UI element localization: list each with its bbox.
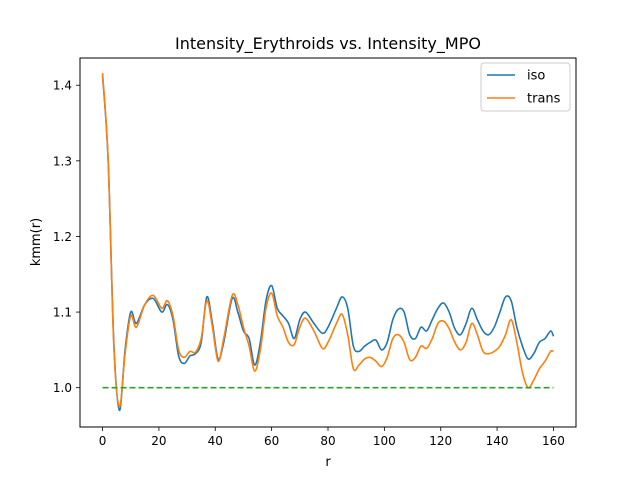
x-tick-label: 0 <box>99 434 107 448</box>
legend-label-trans: trans <box>527 92 561 107</box>
chart-title: Intensity_Erythroids vs. Intensity_MPO <box>175 34 481 54</box>
y-axis-label: kmm(r) <box>29 218 44 266</box>
x-tick-label: 40 <box>208 434 223 448</box>
y-tick-label: 1.3 <box>53 154 72 168</box>
x-tick-label: 140 <box>486 434 509 448</box>
x-tick-label: 60 <box>264 434 279 448</box>
series-line-trans <box>101 73 554 408</box>
legend-label-iso: iso <box>527 69 545 84</box>
x-axis: 0 20 40 60 80 100 120 140 160 <box>99 427 565 448</box>
series-line-iso <box>101 75 555 412</box>
series-layer <box>101 73 555 412</box>
y-tick-label: 1.2 <box>53 230 72 244</box>
y-tick-label: 1.4 <box>53 79 72 93</box>
x-tick-label: 100 <box>373 434 396 448</box>
x-tick-label: 20 <box>151 434 166 448</box>
x-tick-label: 120 <box>429 434 452 448</box>
y-tick-label: 1.0 <box>53 381 72 395</box>
x-tick-label: 160 <box>542 434 565 448</box>
legend: iso trans <box>480 62 571 112</box>
x-axis-label: r <box>325 455 331 470</box>
y-axis: 1.0 1.1 1.2 1.3 1.4 <box>53 79 80 395</box>
y-tick-label: 1.1 <box>53 306 72 320</box>
x-tick-label: 80 <box>320 434 335 448</box>
